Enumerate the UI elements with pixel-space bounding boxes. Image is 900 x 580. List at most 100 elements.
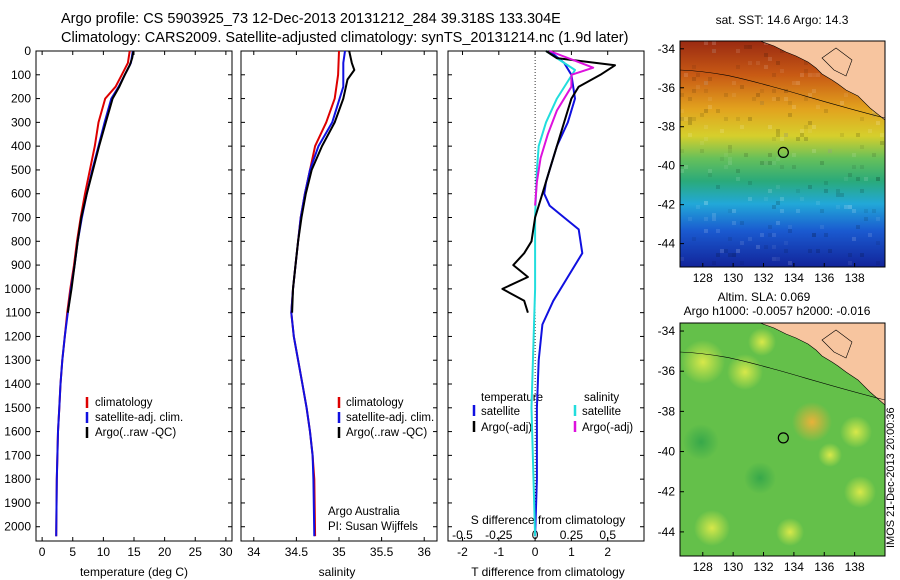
salinity-axes-box xyxy=(240,50,438,542)
sst-pixel xyxy=(680,93,684,97)
sst-pixel xyxy=(740,241,744,245)
depth-tick-label: 600 xyxy=(11,187,31,201)
salinity-xtick-label: 36 xyxy=(418,545,432,559)
temperature-xtick-label: 20 xyxy=(158,545,172,559)
depth-tick-label: 300 xyxy=(11,115,31,129)
sst-pixel xyxy=(840,193,844,197)
sst-pixel xyxy=(844,177,848,181)
sst-pixel xyxy=(820,161,824,165)
legend-label-argo: Argo(..raw -QC) xyxy=(95,427,176,439)
sst-pixel xyxy=(712,261,716,265)
difference-axes-box xyxy=(447,50,645,542)
salinity-x-axis-label: salinity xyxy=(319,565,356,579)
salinity-difference-tick-label: -0.25 xyxy=(485,528,513,542)
sla-map-title2: Argo h1000: -0.0057 h2000: -0.016 xyxy=(684,304,871,318)
sst-pixel xyxy=(808,185,812,189)
salinity-xtick-label: 34.5 xyxy=(285,545,309,559)
sst-pixel xyxy=(680,109,684,113)
salinity-profile-panel xyxy=(240,50,438,542)
difference-series-s-argo-adj xyxy=(534,50,595,206)
salinity-legend: climatology satellite-adj. clim. Argo(..… xyxy=(328,397,434,533)
difference-x2-axis-label: S difference from climatology xyxy=(471,513,626,527)
sst-pixel xyxy=(724,249,728,253)
depth-tick-label: 1000 xyxy=(4,282,31,296)
sst-pixel xyxy=(788,229,792,233)
sst-pixel xyxy=(828,149,832,153)
sst-pixel xyxy=(792,81,796,85)
temperature-xtick-label: 15 xyxy=(127,545,141,559)
title-line1: Argo profile: CS 5903925_73 12-Dec-2013 … xyxy=(61,11,561,27)
sst-pixel xyxy=(716,185,720,189)
sst-pixel xyxy=(712,41,716,45)
sla-map-xtick-label: 136 xyxy=(814,560,834,574)
sst-pixel xyxy=(688,117,692,121)
sst-pixel xyxy=(728,161,732,165)
sst-pixel xyxy=(728,237,732,241)
sst-pixel xyxy=(848,205,852,209)
sla-map-ytick-label: -36 xyxy=(658,364,676,378)
sla-map-ytick-label: -42 xyxy=(658,485,676,499)
sst-pixel xyxy=(736,177,740,181)
sst-pixel xyxy=(740,85,744,89)
sst-pixel xyxy=(776,257,780,261)
sst-pixel xyxy=(764,197,768,201)
sst-pixel xyxy=(812,73,816,77)
sst-pixel xyxy=(728,157,732,161)
sst-pixel xyxy=(796,209,800,213)
sst-pixel xyxy=(684,117,688,121)
salinity-xtick-label: 35.5 xyxy=(370,545,394,559)
legend-label-t-satellite: satellite xyxy=(481,406,520,418)
sst-float-marker xyxy=(777,146,789,159)
sst-pixel xyxy=(860,189,864,193)
salinity-xtick-label: 34 xyxy=(247,545,261,559)
sst-pixel xyxy=(876,241,880,245)
legend-label-satellite: satellite-adj. clim. xyxy=(346,412,434,424)
sst-pixel xyxy=(812,233,816,237)
sst-pixel xyxy=(764,65,768,69)
sst-shelf-contour xyxy=(680,69,885,119)
sst-pixel xyxy=(772,137,776,141)
depth-tick-label: 1500 xyxy=(4,401,31,415)
sst-map-xtick-label: 136 xyxy=(814,271,834,285)
sst-pixel xyxy=(700,113,704,117)
title-line2: Climatology: CARS2009. Satellite-adjuste… xyxy=(61,30,628,46)
sst-pixel xyxy=(684,73,688,77)
sla-map-ytick-label: -38 xyxy=(658,404,676,418)
sst-pixel xyxy=(780,69,784,73)
sst-pixel xyxy=(712,49,716,53)
sla-map-xtick-label: 128 xyxy=(693,560,713,574)
legend-label-climatology: climatology xyxy=(95,397,153,409)
sst-pixel xyxy=(808,129,812,133)
salinity-difference-tick-label: 0.5 xyxy=(599,528,616,542)
sla-shelf-contour xyxy=(680,351,885,401)
sst-pixel xyxy=(792,153,796,157)
depth-tick-label: 200 xyxy=(11,92,31,106)
sst-map-ytick-label: -44 xyxy=(658,237,676,251)
difference-xtick-label: -2 xyxy=(457,545,468,559)
sst-pixel xyxy=(704,89,708,93)
sst-pixel xyxy=(772,89,776,93)
difference-xtick-label: 1 xyxy=(568,545,575,559)
sst-pixel xyxy=(708,97,712,101)
sst-pixel xyxy=(684,165,688,169)
sst-pixel xyxy=(876,177,880,181)
sst-pixel xyxy=(796,189,800,193)
depth-tick-label: 1600 xyxy=(4,425,31,439)
sst-pixel xyxy=(748,45,752,49)
sst-pixel xyxy=(840,101,844,105)
sst-pixel xyxy=(744,153,748,157)
sst-pixel xyxy=(748,181,752,185)
sst-pixel xyxy=(816,105,820,109)
sst-map-ytick-label: -36 xyxy=(658,81,676,95)
sst-pixel xyxy=(780,165,784,169)
sst-map-ytick-label: -42 xyxy=(658,198,676,212)
sst-pixel xyxy=(880,141,884,145)
sst-pixel xyxy=(748,197,752,201)
sst-pixel xyxy=(776,157,780,161)
sst-pixel xyxy=(724,153,728,157)
sla-map-ytick-label: -34 xyxy=(658,324,676,338)
sst-pixel xyxy=(808,249,812,253)
sst-pixel xyxy=(700,141,704,145)
sst-pixel xyxy=(760,101,764,105)
sst-pixel xyxy=(756,93,760,97)
